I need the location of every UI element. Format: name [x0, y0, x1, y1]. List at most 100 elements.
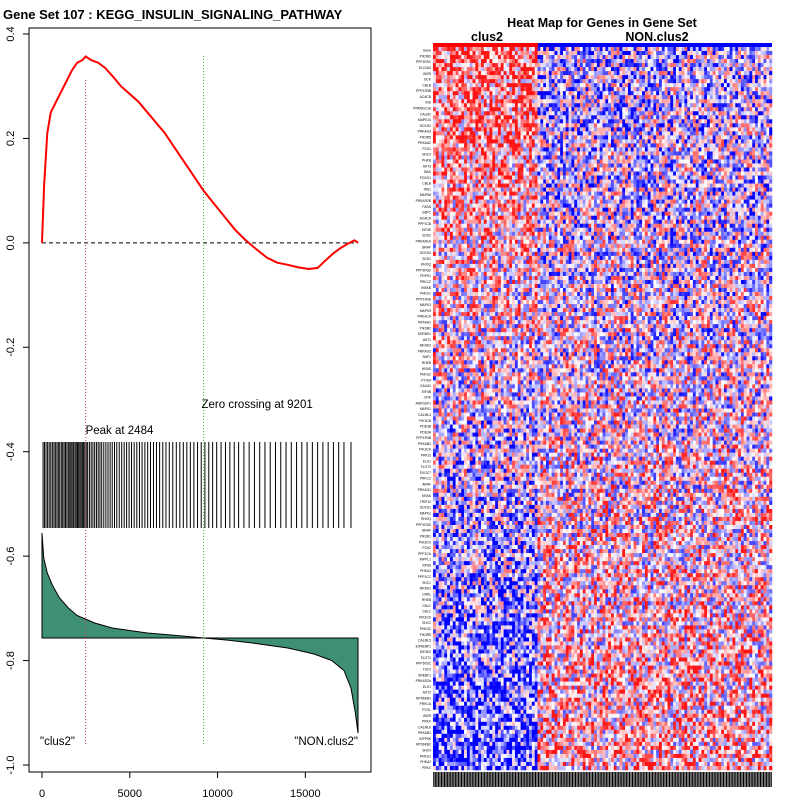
heatmap-cell: [526, 171, 530, 176]
heatmap-cell: [492, 47, 496, 52]
heatmap-cell: [644, 195, 648, 200]
heatmap-cell: [642, 135, 646, 140]
heatmap-cell: [726, 107, 730, 112]
heatmap-cell: [548, 83, 552, 88]
heatmap-cell: [667, 151, 671, 156]
heatmap-cell: [636, 75, 640, 80]
heatmap-cell: [681, 123, 685, 128]
heatmap-cell: [678, 111, 682, 116]
heatmap-cell: [701, 191, 705, 196]
heatmap-cell: [546, 183, 550, 188]
heatmap-cell: [684, 59, 688, 64]
heatmap-cell: [757, 75, 761, 80]
heatmap-cell: [673, 51, 677, 56]
heatmap-cell: [582, 107, 586, 112]
heatmap-cell: [461, 179, 465, 184]
heatmap-cell: [481, 127, 485, 132]
heatmap-cell: [642, 67, 646, 72]
heatmap-cell: [548, 103, 552, 108]
gene-label: Gene: [423, 49, 431, 53]
heatmap-cell: [709, 139, 713, 144]
heatmap-cell: [447, 179, 451, 184]
heatmap-cell: [441, 127, 445, 132]
heatmap-cell: [690, 183, 694, 188]
heatmap-cell: [497, 111, 502, 116]
heatmap-cell: [565, 179, 569, 184]
heatmap-cell: [712, 195, 716, 200]
heatmap-cell: [605, 91, 609, 96]
heatmap-cell: [642, 119, 646, 124]
heatmap-cell: [659, 191, 663, 196]
heatmap-cell: [726, 179, 730, 184]
heatmap-cell: [695, 51, 699, 56]
heatmap-cell: [591, 127, 595, 132]
heatmap-cell: [588, 127, 592, 132]
heatmap-cell: [481, 163, 485, 168]
heatmap-cell: [514, 67, 518, 72]
heatmap-cell: [707, 191, 711, 196]
heatmap-cell: [492, 143, 496, 148]
heatmap-cell: [500, 195, 504, 200]
heatmap-cell: [554, 87, 558, 92]
heatmap-cell: [661, 127, 665, 132]
axes: 0 5000 10000 15000-1.0-0.8-0.6-0.4-0.20.00.…: [5, 26, 321, 800]
heatmap-cell: [540, 171, 544, 176]
heatmap-cell: [517, 143, 521, 148]
heatmap-cell: [746, 95, 750, 100]
heatmap-cell: [692, 51, 696, 56]
gene-label: SORBS1: [418, 332, 432, 336]
heatmap-cell: [489, 55, 493, 60]
heatmap-cell: [492, 203, 496, 208]
heatmap-cell: [599, 179, 603, 184]
heatmap-cell: [704, 111, 708, 116]
heatmap-cell: [746, 199, 750, 204]
heatmap-cell: [526, 111, 530, 116]
gene-label: RPS6: [422, 563, 431, 567]
heatmap-cell: [622, 187, 626, 192]
heatmap-cell: [594, 159, 598, 164]
heatmap-cell: [712, 131, 716, 136]
heatmap-cell: [512, 67, 516, 72]
heatmap-cell: [707, 183, 711, 188]
heatmap-cell: [625, 187, 629, 192]
heatmap-cell: [529, 103, 533, 108]
heatmap-cell: [670, 47, 674, 52]
y-tick-label: 0.2: [5, 131, 17, 146]
heatmap-cell: [610, 163, 615, 168]
heatmap-cell: [619, 175, 623, 180]
heatmap-cell: [455, 187, 459, 192]
heatmap-cell: [534, 47, 538, 52]
heatmap-cell: [551, 47, 555, 52]
heatmap-cell: [461, 163, 465, 168]
heatmap-cell: [449, 95, 454, 100]
heatmap-cell: [497, 191, 502, 196]
heatmap-cell: [512, 199, 516, 204]
heatmap-cell: [455, 55, 459, 60]
heatmap-cell: [591, 123, 595, 128]
heatmap-cell: [455, 123, 459, 128]
heatmap-cell: [749, 143, 753, 148]
heatmap-cell: [512, 159, 516, 164]
heatmap-cell: [695, 155, 699, 160]
heatmap-cell: [752, 179, 756, 184]
heatmap-cell: [639, 71, 643, 76]
gene-label: EIF4E: [422, 228, 432, 232]
heatmap-cell: [458, 163, 462, 168]
heatmap-cell: [752, 159, 756, 164]
heatmap-cell: [461, 143, 465, 148]
heatmap-cell: [746, 151, 750, 156]
heatmap-cell: [752, 167, 756, 172]
heatmap-cell: [520, 171, 524, 176]
heatmap-cell: [673, 83, 677, 88]
heatmap-cell: [622, 99, 626, 104]
heatmap-cell: [571, 59, 575, 64]
heatmap-cell: [642, 51, 646, 56]
heatmap-cell: [577, 159, 581, 164]
heatmap-cell: [455, 159, 459, 164]
heatmap-cell: [531, 119, 535, 124]
heatmap-cell: [721, 55, 725, 60]
heatmap-cell: [557, 139, 561, 144]
heatmap-cell: [577, 51, 581, 56]
heatmap-cell: [687, 119, 691, 124]
gene-label: INPPL1: [420, 558, 432, 562]
